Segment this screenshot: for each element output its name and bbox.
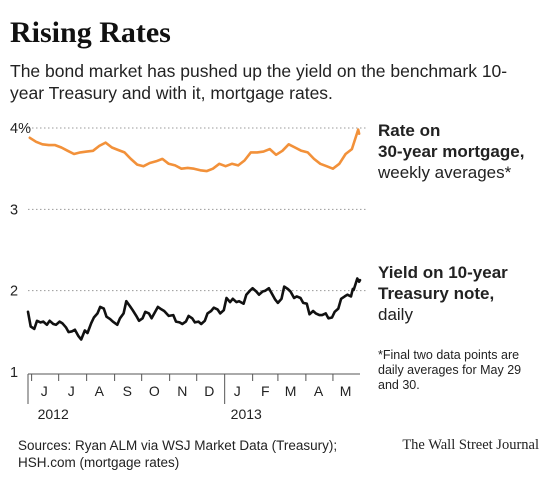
- series-lines: [26, 128, 362, 341]
- mortgage-rate-line: [28, 128, 361, 173]
- treasury-label-line2: Treasury note,: [378, 284, 495, 303]
- chart-subtitle: The bond market has pushed up the yield …: [10, 61, 508, 103]
- x-tick-label-2: A: [95, 383, 105, 399]
- x-tick-label-10: A: [314, 383, 324, 399]
- y-tick-label-4: 4%: [10, 121, 31, 137]
- sources-line-2: HSH.com (mortgage rates): [18, 455, 180, 470]
- x-tick-label-3: S: [123, 383, 132, 399]
- treasury-label-line1: Yield on 10-year: [378, 263, 508, 282]
- x-tick-label-4: O: [149, 383, 160, 399]
- sources-note: Sources: Ryan ALM via WSJ Market Data (T…: [18, 437, 337, 471]
- x-tick-label-1: J: [68, 383, 75, 399]
- mortgage-label-line1: Rate on: [378, 121, 441, 140]
- x-tick-label-8: F: [261, 383, 270, 399]
- y-tick-label-3: 3: [10, 202, 18, 218]
- mortgage-label-line2: 30-year mortgage,: [378, 142, 525, 161]
- treasury-yield-line: [26, 277, 362, 341]
- axes: [27, 373, 360, 404]
- y-tick-label-2: 2: [10, 284, 18, 300]
- publication-credit: The Wall Street Journal: [402, 437, 539, 453]
- x-tick-label-5: N: [177, 383, 187, 399]
- y-tick-label-1: 1: [10, 365, 18, 381]
- sources-line-1: Sources: Ryan ALM via WSJ Market Data (T…: [18, 438, 338, 453]
- x-tick-label-7: J: [234, 383, 241, 399]
- x-tick-label-0: J: [41, 383, 48, 399]
- x-year-label-2012: 2012: [38, 406, 69, 422]
- gridlines: [28, 127, 368, 292]
- treasury-series-label: Yield on 10-year Treasury note, daily: [378, 262, 508, 325]
- x-tick-label-11: M: [340, 383, 352, 399]
- x-tick-label-6: D: [204, 383, 214, 399]
- treasury-label-line3: daily: [378, 305, 413, 324]
- footnote: *Final two data points are daily average…: [378, 348, 522, 392]
- x-tick-label-9: M: [285, 383, 297, 399]
- x-year-label-2013: 2013: [231, 406, 262, 422]
- mortgage-label-line3: weekly averages*: [378, 163, 512, 182]
- mortgage-series-label: Rate on 30-year mortgage, weekly average…: [378, 120, 524, 183]
- chart-title: Rising Rates: [10, 16, 171, 49]
